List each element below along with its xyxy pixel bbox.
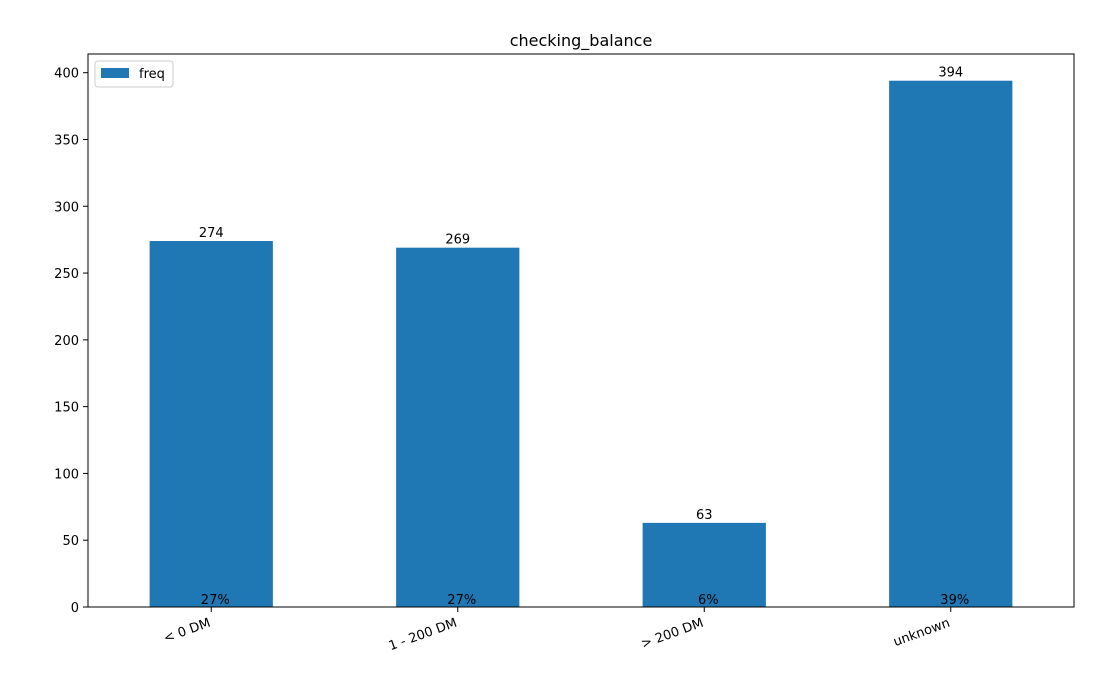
y-tick-label-2: 100	[54, 467, 79, 482]
legend-swatch	[101, 68, 129, 78]
legend-box	[94, 60, 174, 88]
legend-label: freq	[139, 67, 165, 82]
y-tick-label-6: 300	[54, 200, 79, 215]
y-tick-label-8: 400	[54, 67, 79, 82]
x-tick-label-1: 1 - 200 DM	[387, 616, 459, 655]
y-tick-label-7: 350	[54, 133, 79, 148]
percent-label-2: 6%	[698, 593, 719, 608]
x-axis: < 0 DM 1 - 200 DM > 200 DM unknown	[162, 607, 952, 654]
y-tick-label-0: 0	[71, 601, 79, 616]
percent-labels-layer: 27% 27% 6% 39%	[201, 593, 969, 608]
percent-label-3: 39%	[940, 593, 969, 608]
bar-3	[889, 80, 1013, 608]
bar-0	[149, 241, 273, 608]
x-tick-label-0: < 0 DM	[162, 616, 213, 647]
legend: freq	[94, 60, 174, 88]
value-label-1: 269	[445, 233, 470, 248]
percent-label-1: 27%	[447, 593, 476, 608]
value-label-0: 274	[199, 226, 224, 241]
y-tick-label-5: 250	[54, 267, 79, 282]
bar-2	[642, 522, 766, 607]
y-tick-label-3: 150	[54, 401, 79, 416]
value-labels-layer: 274 269 63 394	[199, 66, 963, 523]
x-tick-label-3: unknown	[891, 616, 952, 650]
bars-layer	[149, 80, 1013, 608]
y-tick-label-4: 200	[54, 334, 79, 349]
value-label-2: 63	[696, 508, 713, 523]
x-tick-label-2: > 200 DM	[639, 616, 705, 652]
chart-title: checking_balance	[510, 31, 653, 51]
plot-frame	[87, 53, 1075, 608]
y-tick-label-1: 50	[62, 534, 79, 549]
percent-label-0: 27%	[201, 593, 230, 608]
value-label-3: 394	[938, 66, 963, 81]
bar-1	[396, 247, 520, 607]
y-axis: 0 50 100 150 200 250 300 350 400	[54, 67, 88, 616]
